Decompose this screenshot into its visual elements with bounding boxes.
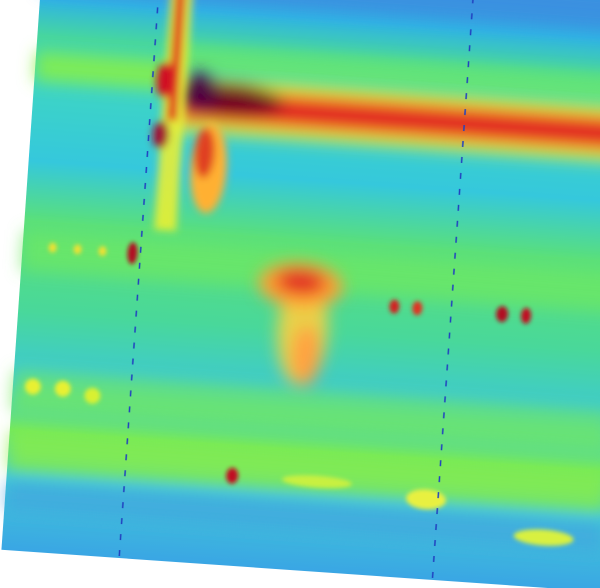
streak [171,72,600,163]
scan-line [431,0,475,580]
central-blob [258,262,343,386]
spots [24,242,574,546]
vertical-streak [152,0,227,232]
bands [4,0,600,552]
scan-line [118,0,162,559]
